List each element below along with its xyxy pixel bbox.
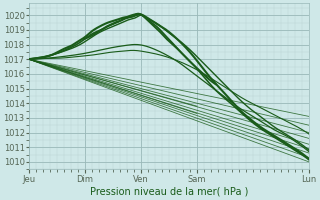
X-axis label: Pression niveau de la mer( hPa ): Pression niveau de la mer( hPa ): [90, 187, 248, 197]
